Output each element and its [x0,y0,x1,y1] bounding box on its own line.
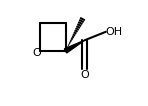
Text: O: O [32,48,41,58]
Polygon shape [64,40,85,53]
Text: OH: OH [105,27,122,37]
Text: O: O [80,70,89,80]
